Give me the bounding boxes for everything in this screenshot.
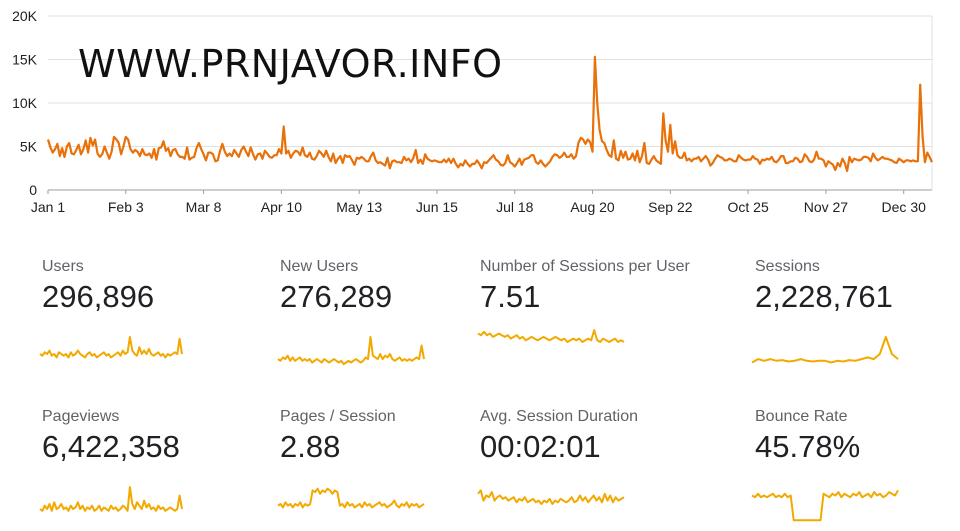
metric-card[interactable]: Pages / Session 2.88	[277, 407, 480, 527]
sessions-line-chart: 0 5K 10K 15K 20K Jan 1 Feb 3 Mar 8 Apr 10 May 13 J…	[12, 8, 934, 215]
metric-value: 45.78%	[755, 429, 861, 464]
y-tick-label: 15K	[12, 52, 38, 68]
sparkline-path	[39, 486, 183, 512]
x-tick-label: Apr 10	[261, 199, 302, 215]
metric-label: Pages / Session	[280, 408, 396, 425]
metric-card[interactable]: Number of Sessions per User 7.51	[477, 257, 690, 377]
sparkline-path	[39, 336, 183, 359]
x-tick-label: Mar 8	[186, 199, 222, 215]
x-tick-label: Sep 22	[648, 199, 693, 215]
metric-sparkline	[751, 489, 899, 522]
metric-sparkline	[277, 487, 425, 509]
metric-label: Pageviews	[42, 408, 120, 425]
y-tick-label: 10K	[12, 95, 38, 111]
metric-card[interactable]: New Users 276,289	[277, 257, 480, 377]
metric-value: 276,289	[280, 279, 393, 314]
metric-label: Bounce Rate	[755, 408, 848, 425]
metric-sparkline	[39, 336, 183, 359]
x-tick-label: Aug 20	[570, 199, 615, 215]
metric-value: 2,228,761	[755, 279, 893, 314]
metric-label: Users	[42, 258, 84, 275]
x-tick-label: Dec 30	[882, 199, 927, 215]
series-line-sessions	[46, 55, 934, 172]
x-tick-label: Nov 27	[804, 199, 849, 215]
x-tick-label: Oct 25	[728, 199, 769, 215]
watermark-text: WWW.PRNJAVOR.INFO	[78, 42, 503, 86]
sparkline-path	[477, 329, 625, 343]
metric-card[interactable]: Avg. Session Duration 00:02:01	[477, 407, 680, 527]
metric-label: Sessions	[755, 258, 820, 275]
metric-value: 2.88	[280, 429, 341, 464]
x-tick-label: Jul 18	[496, 199, 534, 215]
metric-sparkline	[477, 489, 625, 505]
metric-value: 296,896	[42, 279, 155, 314]
metric-value: 00:02:01	[480, 429, 601, 464]
sparkline-path	[751, 336, 899, 364]
sparkline-path	[751, 489, 899, 522]
x-tick-label: Jun 15	[416, 199, 458, 215]
metric-value: 6,422,358	[42, 429, 180, 464]
metric-sparkline	[751, 336, 899, 364]
metric-value: 7.51	[480, 279, 541, 314]
metric-label: Number of Sessions per User	[480, 258, 690, 275]
y-tick-label: 20K	[12, 8, 38, 24]
y-tick-label: 5K	[20, 139, 38, 155]
sparkline-path	[277, 487, 425, 509]
metric-label: Avg. Session Duration	[480, 408, 639, 425]
x-tick-label: Jan 1	[31, 199, 65, 215]
metric-sparkline	[39, 486, 183, 512]
metric-card[interactable]: Users 296,896	[39, 257, 242, 377]
metric-sparkline	[477, 329, 625, 343]
x-tick-label: May 13	[336, 199, 382, 215]
metric-card[interactable]: Pageviews 6,422,358	[39, 407, 242, 527]
metric-label: New Users	[280, 258, 359, 275]
sparkline-path	[477, 489, 625, 505]
metric-card[interactable]: Sessions 2,228,761	[751, 257, 955, 377]
sparkline-path	[277, 336, 425, 366]
y-tick-label: 0	[29, 182, 37, 198]
metric-sparkline	[277, 336, 425, 366]
metric-card[interactable]: Bounce Rate 45.78%	[751, 407, 955, 527]
x-tick-label: Feb 3	[108, 199, 144, 215]
